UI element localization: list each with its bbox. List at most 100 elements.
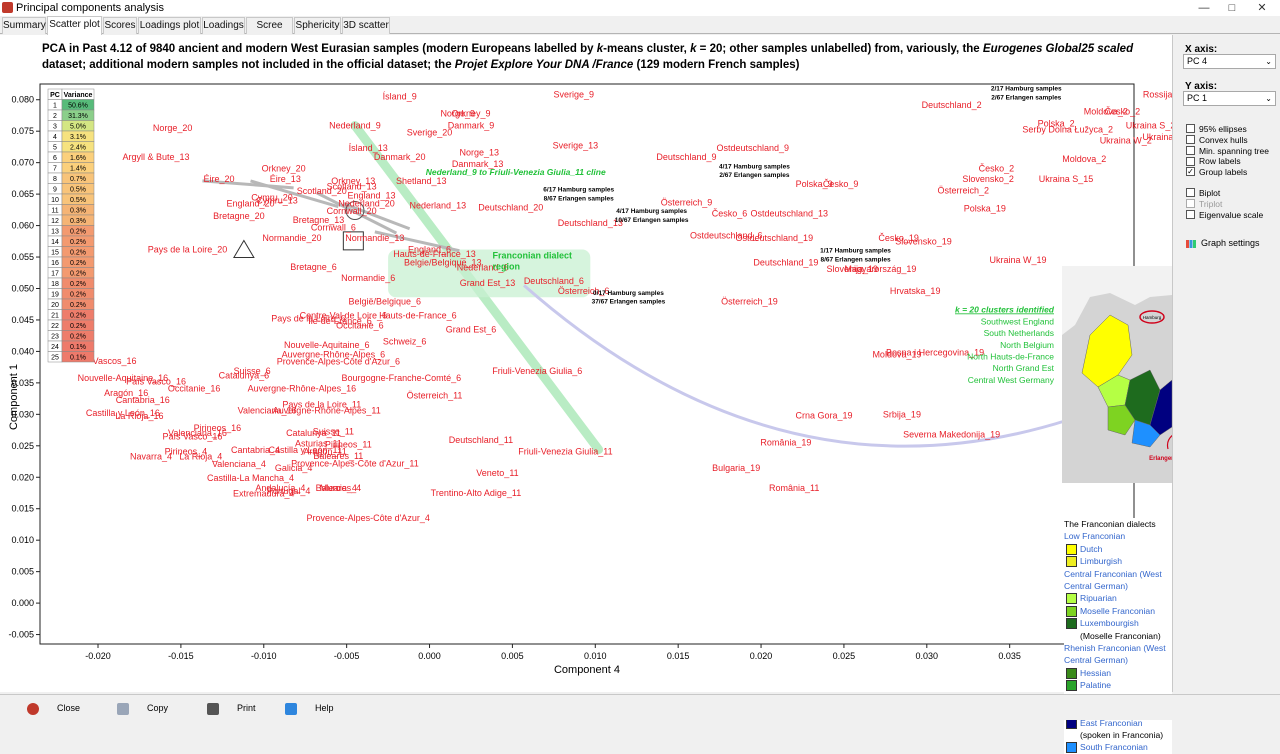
tab-scores[interactable]: Scores <box>103 17 137 34</box>
sample-count-annotation: 4/17 Hamburg samples <box>719 163 790 170</box>
y-tick-label: 0.025 <box>11 441 34 451</box>
legend-extra: (West Central German) <box>1064 568 1162 592</box>
option-min-spanning-tree[interactable]: Min. spanning tree <box>1186 146 1269 158</box>
group-label: Nederland_20 <box>338 199 395 209</box>
group-label: Bosna i Hercegovina_19 <box>886 348 984 358</box>
legend-text[interactable]: Luxembourgish <box>1080 618 1139 629</box>
vt-variance: 1.6% <box>70 155 86 162</box>
legend-text[interactable]: Palatine <box>1080 680 1112 691</box>
tab-summary[interactable]: Summary <box>2 17 46 34</box>
group-label: România_11 <box>769 483 819 493</box>
close-window-button[interactable]: ✕ <box>1257 2 1267 14</box>
minimize-button[interactable]: — <box>1198 2 1210 14</box>
variance-table: PC Variance 1 50.6% 2 31.3% 3 5.0% 4 3.1% 5 2.4% 6 1.… <box>47 88 95 363</box>
caption-part: = 20; other samples unlabelled) from, va… <box>696 43 983 55</box>
legend-link[interactable]: Low Franconian <box>1064 531 1126 542</box>
close-button[interactable]: Close <box>27 701 80 715</box>
legend-entry: Rhenish Franconian (West Central German) <box>1064 642 1172 667</box>
checkbox[interactable] <box>1186 145 1195 155</box>
legend-extra: (West Central German) <box>1064 643 1166 666</box>
tab-scatter-plot[interactable]: Scatter plot <box>47 16 102 35</box>
group-label: Serby Dolna Łužyca_2 <box>1022 124 1113 134</box>
annotation-overlays <box>202 121 1069 455</box>
legend-text[interactable]: Ripuarian <box>1080 593 1117 604</box>
checkbox[interactable] <box>1186 209 1195 219</box>
scatter-chart[interactable]: -0.020 -0.015 -0.010 -0.005 0.000 0.005 0.010 0… <box>0 35 1172 692</box>
group-label: Norge_13 <box>459 148 499 158</box>
y-axis-select[interactable]: PC 1 ⌄ <box>1183 91 1276 106</box>
legend-text[interactable]: Dutch <box>1080 543 1103 554</box>
group-label: Hrvatska_19 <box>890 286 941 296</box>
checkbox[interactable]: ✓ <box>1186 167 1195 177</box>
vt-pc: 22 <box>51 323 59 330</box>
option-row-labels[interactable]: Row labels <box>1186 156 1241 168</box>
tab-loadings-plot[interactable]: Loadings plot <box>138 17 201 34</box>
copy-button[interactable]: Copy <box>117 701 168 715</box>
tab-scree-plot[interactable]: Scree plot <box>246 17 293 46</box>
group-label: Occitanie_16 <box>168 384 221 394</box>
legend-text[interactable]: Limburgish <box>1080 556 1123 567</box>
vt-pc: 21 <box>51 313 59 320</box>
tab-sphericity[interactable]: Sphericity <box>294 17 341 34</box>
option-group-labels[interactable]: ✓ Group labels <box>1186 167 1247 179</box>
group-label: Bourgogne-Franche-Comté_6 <box>342 373 462 383</box>
vt-variance: 0.5% <box>70 187 86 194</box>
legend-entry: Hessian <box>1064 667 1172 679</box>
checkbox[interactable] <box>1186 135 1195 145</box>
group-label: Danmark_13 <box>452 159 504 169</box>
caption-k: k <box>690 43 697 55</box>
vt-variance: 0.3% <box>70 208 86 215</box>
legend-text[interactable]: Moselle Franconian <box>1080 605 1155 616</box>
option-convex-hulls[interactable]: Convex hulls <box>1186 135 1248 147</box>
legend-link[interactable]: Central Franconian <box>1064 568 1138 579</box>
x-tick-label: 0.005 <box>501 651 524 661</box>
legend-link[interactable]: Rhenish Franconian <box>1064 643 1141 654</box>
checkbox[interactable] <box>1186 199 1195 209</box>
legend-extra: (spoken in Franconia) <box>1080 729 1164 740</box>
x-axis-selected: PC 4 <box>1187 56 1208 66</box>
vt-pc: 20 <box>51 302 59 309</box>
legend-entry: Dutch <box>1064 543 1172 555</box>
checkbox[interactable] <box>1186 124 1195 134</box>
square-marker <box>342 231 364 251</box>
vt-pc: 2 <box>53 113 57 120</box>
option-biplot[interactable]: Biplot <box>1186 188 1220 200</box>
vt-pc: 17 <box>51 271 59 278</box>
franconian-map-inset: Hamburg Erlangen <box>1062 266 1172 483</box>
group-label: Cymru_20 <box>251 192 293 202</box>
legend-title: The Franconian dialects <box>1064 519 1156 529</box>
print-button[interactable]: Print <box>207 701 256 715</box>
vt-variance: 0.2% <box>70 281 86 288</box>
checkbox[interactable] <box>1186 188 1195 198</box>
x-tick-label: -0.015 <box>168 651 194 661</box>
group-label: Nederland_13 <box>410 200 467 210</box>
caption-part: dataset; additional modern samples not i… <box>42 59 455 71</box>
figure-caption: PCA in Past 4.12 of 9840 ancient and mod… <box>42 41 1152 73</box>
tab-3d-scatter[interactable]: 3D scatter <box>342 17 390 34</box>
chevron-down-icon: ⌄ <box>1265 57 1272 66</box>
y-axis-select-label: Y axis: <box>1185 81 1218 92</box>
group-label: Belgie/Belgique_13 <box>404 258 482 268</box>
chart-icon <box>1186 239 1196 248</box>
option-triplot[interactable]: Triplot <box>1186 199 1222 211</box>
help-button[interactable]: Help <box>285 701 334 715</box>
group-label: Moldova_2 <box>1062 154 1106 164</box>
legend-text[interactable]: Hessian <box>1080 667 1112 678</box>
checkbox[interactable] <box>1186 156 1195 166</box>
group-label: Danmark_20 <box>374 152 426 162</box>
group-label: England_6 <box>408 244 451 254</box>
graph-settings-button[interactable]: Graph settings <box>1186 238 1260 248</box>
tab-loadings[interactable]: Loadings <box>202 17 245 34</box>
close-label: Close <box>57 703 81 713</box>
x-axis-select[interactable]: PC 4 ⌄ <box>1183 54 1276 69</box>
legend-text[interactable]: South Franconian <box>1080 742 1148 753</box>
vt-pc: 13 <box>51 229 59 236</box>
maximize-button[interactable]: □ <box>1228 2 1236 14</box>
group-label: Ukraina W_19 <box>989 255 1046 265</box>
option-95-ellipses[interactable]: 95% ellipses <box>1186 124 1247 136</box>
map-erlangen-marker <box>1166 434 1172 450</box>
y-tick-label: 0.070 <box>11 158 34 168</box>
option-eigenvalue-scale[interactable]: Eigenvalue scale <box>1186 210 1263 222</box>
x-tick-label: 0.020 <box>750 651 773 661</box>
group-label: Valenciana_16 <box>238 406 297 416</box>
